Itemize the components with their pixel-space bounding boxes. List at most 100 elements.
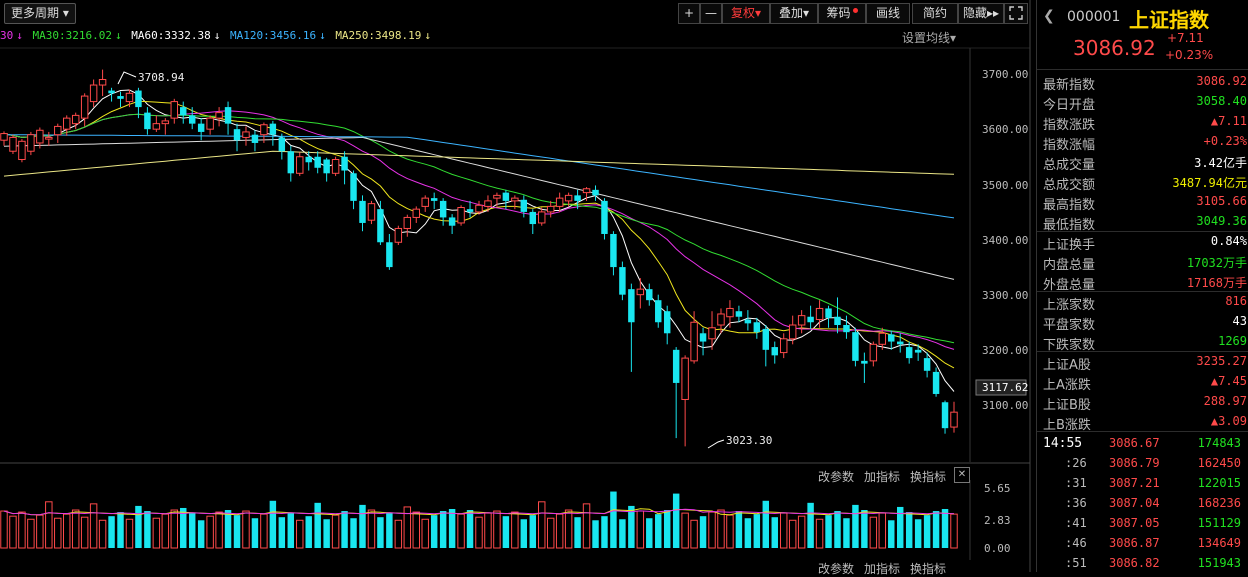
arrow-down-icon: ↓ [16,29,23,42]
ma120-value: MA120:3456.16 [229,29,317,42]
candle [601,200,608,234]
volume-bar [681,512,689,549]
overlay-button[interactable]: 叠加▾ [770,3,818,24]
current-price-tag-label: 3117.62 [982,381,1028,394]
volume-bar [628,505,635,548]
candle [843,325,850,333]
candle [726,307,734,318]
tick-price: 3086.67 [1109,436,1160,450]
zoom-out-button[interactable]: — [700,3,722,24]
close-indicator-button[interactable]: ✕ [954,467,970,483]
back-arrow-icon[interactable]: ❮ [1043,8,1055,24]
high-annotation: 3708.94 [138,71,185,84]
candle [574,195,581,201]
candle [655,300,662,323]
candle [80,95,89,119]
quote-row-value: 3487.94亿元 [1172,176,1247,190]
candle [71,114,80,125]
ma-legend-prefix: 30 [0,29,14,42]
volume-bar [377,517,384,548]
zoom-in-button[interactable]: + [678,3,700,24]
overlay-label: 叠加 [778,6,803,20]
volume-bar [555,513,564,549]
quote-row-value: 17032万手 [1186,256,1247,270]
candle [914,349,922,353]
candle [888,334,895,342]
candle [18,140,26,161]
ma-settings-button[interactable]: 设置均线▾ [902,29,956,46]
add-indicator-button[interactable]: 加指标 [864,562,901,576]
quote-row-label: 指数涨跌 [1043,118,1096,133]
candle [744,319,752,324]
switch-indicator-button[interactable]: 换指标 [910,562,947,576]
quote-row: 最高指数 3105.66 [1037,192,1248,213]
volume-bar [394,519,403,549]
volume-bar [762,500,770,548]
volume-bar [475,516,483,549]
volume-bar [771,517,778,548]
candle [89,84,98,103]
index-code: 000001 [1067,9,1121,25]
volume-bar [125,518,134,549]
volume-axis-label: 2.83 [984,514,1011,527]
volume-bar [98,519,107,549]
change-params-button[interactable]: 改参数 [818,470,855,484]
ma20-line [3,110,955,350]
chips-button[interactable]: 筹码 [818,3,866,24]
volume-axis-label: 5.65 [984,482,1011,495]
volume-bar [188,513,196,548]
volume-bar [170,509,179,549]
volume-bar [144,511,151,548]
switch-indicator-button[interactable]: 换指标 [910,470,947,484]
candle [861,360,868,364]
draw-line-button[interactable]: 画线 [866,3,910,24]
simple-mode-button[interactable]: 简约 [912,3,958,24]
candle [251,134,259,143]
tick-time: :41 [1065,516,1087,530]
candle [377,209,384,243]
quote-row-value: ▲7.11 [1210,114,1247,128]
candle [54,125,62,136]
tick-price: 3087.21 [1109,476,1160,490]
ma250-value: MA250:3498.19 [335,29,422,42]
volume-bar [493,510,501,549]
candle [386,242,393,268]
tick-time: :46 [1065,536,1087,550]
candle [161,120,170,125]
candle [592,189,599,196]
add-indicator-button[interactable]: 加指标 [864,470,901,484]
hide-button[interactable]: 隐藏▸▸ [958,3,1004,24]
quote-row-label: 上证A股 [1043,358,1091,373]
volume-bar [439,511,447,548]
candle [815,307,824,320]
tick-time: :51 [1065,556,1087,570]
change-params-button[interactable]: 改参数 [818,562,855,576]
arrow-down-icon: ↓ [424,29,432,42]
adjust-button[interactable]: 复权▾ [722,3,770,24]
candle [852,332,859,361]
fullscreen-button[interactable] [1004,3,1028,24]
tick-price: 3087.04 [1109,496,1160,510]
volume-ma-lines [3,508,955,516]
quote-row-value: ▲3.09 [1210,414,1247,428]
quote-row: 今日开盘 3058.40 [1037,92,1248,113]
quote-row-value: +0.23% [1203,134,1247,148]
volume-bar [367,509,376,549]
quote-row-value: ▲7.45 [1210,374,1247,388]
adjust-label: 复权 [730,6,755,20]
candle [403,216,412,229]
volume-bar [448,508,456,548]
volume-bar [359,504,366,548]
volume-bar [296,519,304,549]
volume-bar [717,509,725,549]
quote-row-value: 3086.92 [1196,74,1247,88]
quote-row-label: 总成交量 [1043,158,1096,173]
volume-bar [341,511,348,548]
quote-row: 平盘家数 43 [1037,312,1248,333]
index-name: 上证指数 [1129,8,1209,32]
volume-ma10-line [3,508,955,516]
more-period-dropdown[interactable]: 更多周期 ▾ [4,3,76,24]
tick-time: 14:55 [1043,436,1083,451]
hide-label: 隐藏 [962,6,987,20]
kline-chart[interactable]: 3700.00 3600.00 3500.00 3400.00 3300.00 … [0,0,1032,572]
